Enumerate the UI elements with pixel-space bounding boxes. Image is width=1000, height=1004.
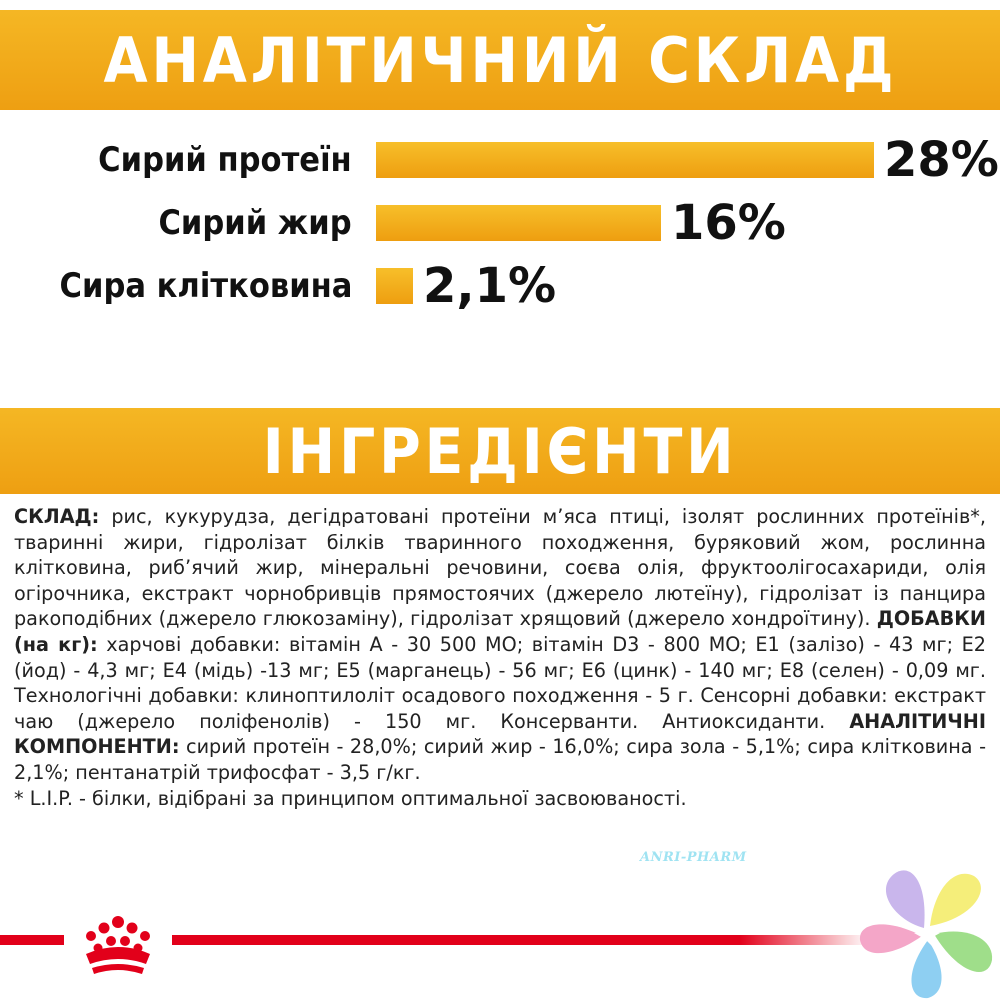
nutrient-value: 16% [671,195,786,251]
additives-label: ДОБАВКИ (на кг): [14,607,986,656]
ingredients-title: ІНГРЕДІЄНТИ [262,414,738,488]
nutrient-bar [376,268,413,304]
nutrient-value: 2,1% [423,258,557,314]
pastel-flower-icon [854,860,1000,1000]
nutrient-bar [376,142,874,178]
nutrient-label: Сирий жир [158,203,352,243]
nutrient-row-protein: Сирий протеїн 28% [0,130,1000,190]
ingredients-text: СКЛАД: рис, кукурудза, дегідратовані про… [14,504,986,811]
nutrient-row-fat: Сирий жир 16% [0,193,1000,253]
brand-red-line [0,935,870,945]
composition-label: СКЛАД: [14,505,100,528]
royal-crown-icon [64,908,172,980]
nutrient-label: Сира клітковина [59,266,352,306]
ingredients-banner: ІНГРЕДІЄНТИ [0,408,1000,494]
nutrient-row-fibre: Сира клітковина 2,1% [0,256,1000,316]
analytical-components-text: сирий протеїн - 28,0%; сирий жир - 16,0%… [14,735,986,784]
composition-text: рис, кукурудза, дегідратовані протеїни м… [14,505,986,631]
analytical-components-label: АНАЛІТИЧНІ КОМПОНЕНТИ: [14,709,986,759]
nutrient-label: Сирий протеїн [98,140,352,180]
footnote: * L.I.P. - білки, відібрані за принципом… [14,786,687,810]
nutrient-bar [376,205,661,241]
analytical-composition-title: АНАЛІТИЧНИЙ СКЛАД [103,23,897,97]
analytical-composition-banner: АНАЛІТИЧНИЙ СКЛАД [0,10,1000,110]
nutrient-value: 28% [884,132,999,188]
watermark: ANRI-PHARM [640,850,747,865]
additives-text: харчові добавки: вітамін А - 30 500 МО; … [14,632,986,733]
